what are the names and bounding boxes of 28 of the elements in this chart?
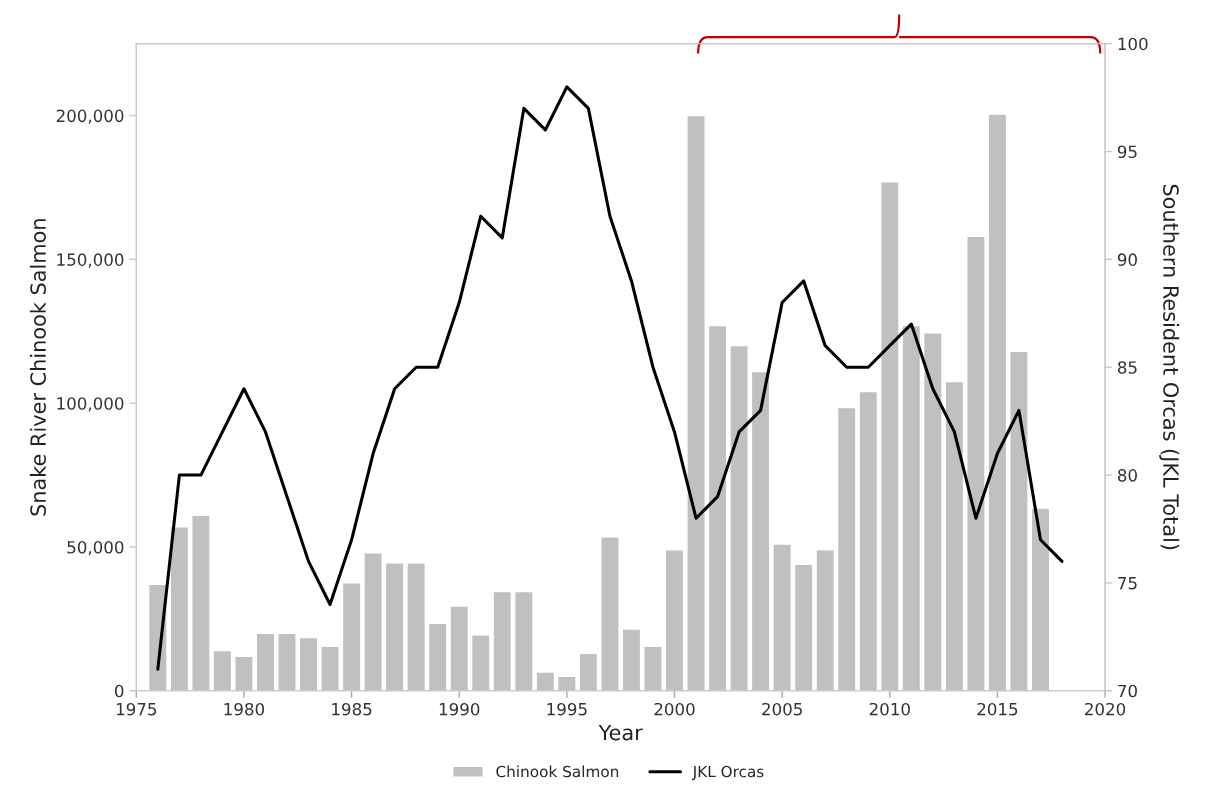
y2-tick-label: 85 [1117,361,1137,374]
y2-tick-label: 80 [1117,469,1137,482]
y2-tick-label: 100 [1118,37,1148,51]
y2-tick-label: 70 [1118,684,1137,698]
x-tick-label: 1990 [439,702,480,716]
x-tick-label: 2005 [762,702,802,716]
y-tick-label: 150,000 [57,253,124,268]
y-tick-label: 50,000 [67,540,124,556]
x-axis-title: Year [598,724,643,741]
x-tick-label: 2000 [654,702,695,716]
x-tick-label: 2010 [869,702,910,716]
line-series [156,85,1064,671]
y-tick-label: 0 [114,684,124,698]
x-tick-label: 1975 [116,702,157,716]
x-tick-label: 2020 [1085,702,1126,716]
legend-label: JKL Orcas [691,765,764,781]
y2-tick-label: 75 [1118,577,1137,590]
y-tick-label: 100,000 [57,397,124,412]
x-tick-label: 1980 [224,702,265,716]
y2-tick-label: 90 [1117,253,1137,266]
y2-tick-label: 95 [1117,145,1137,159]
x-tick-label: 1995 [547,702,587,716]
y-axis-title: Snake River Chinook Salmon [29,219,46,516]
legend-label: Chinook Salmon [496,765,619,778]
y-tick-label: 200,000 [56,109,124,124]
x-tick-label: 2015 [977,702,1018,716]
y2-axis-title: Southern Resident Orcas (JKL Total) [1159,184,1180,550]
x-tick-label: 1985 [332,702,372,716]
